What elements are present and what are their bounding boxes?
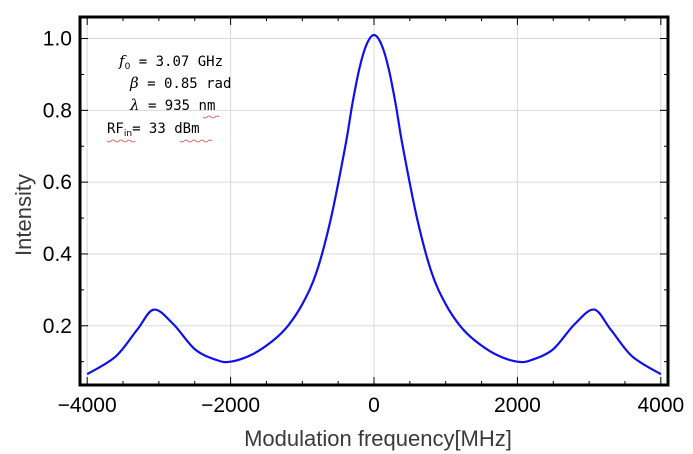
x-tick-label: 2000 bbox=[494, 394, 541, 417]
annotation-rf: RFin= 33 dBm bbox=[107, 121, 200, 139]
annotation-beta: β = 0.85 rad bbox=[129, 74, 231, 92]
spellcheck-underline-nm bbox=[202, 115, 220, 119]
y-tick-label: 1.0 bbox=[43, 28, 72, 51]
y-tick-label: 0.2 bbox=[43, 315, 72, 338]
grid-lines bbox=[80, 17, 668, 385]
y-tick-labels: 0.2 0.4 0.6 0.8 1.0 bbox=[43, 28, 73, 338]
x-tick-label: 4000 bbox=[637, 394, 684, 417]
intensity-curve bbox=[86, 33, 662, 376]
plot-frame bbox=[78, 15, 670, 387]
parameter-annotations: f0 = 3.07 GHz β = 0.85 rad λ = 935 nm RF… bbox=[106, 52, 231, 143]
x-tick-labels: −4000 −2000 0 2000 4000 bbox=[58, 394, 685, 417]
spellcheck-underline-rf bbox=[106, 139, 136, 143]
x-tick-label: −2000 bbox=[201, 394, 260, 417]
annotation-lambda: λ = 935 nm bbox=[129, 96, 215, 114]
y-tick-label: 0.8 bbox=[43, 99, 72, 122]
annotation-f0: f0 = 3.07 GHz bbox=[118, 52, 223, 72]
x-tick-label: −4000 bbox=[58, 394, 117, 417]
y-tick-label: 0.6 bbox=[43, 171, 72, 194]
x-axis-title: Modulation frequency[MHz] bbox=[244, 426, 512, 451]
x-tick-label: 0 bbox=[368, 394, 380, 417]
spellcheck-underline-dbm bbox=[179, 139, 213, 143]
y-tick-label: 0.4 bbox=[43, 243, 73, 266]
y-axis-title: Intensity bbox=[11, 174, 36, 256]
